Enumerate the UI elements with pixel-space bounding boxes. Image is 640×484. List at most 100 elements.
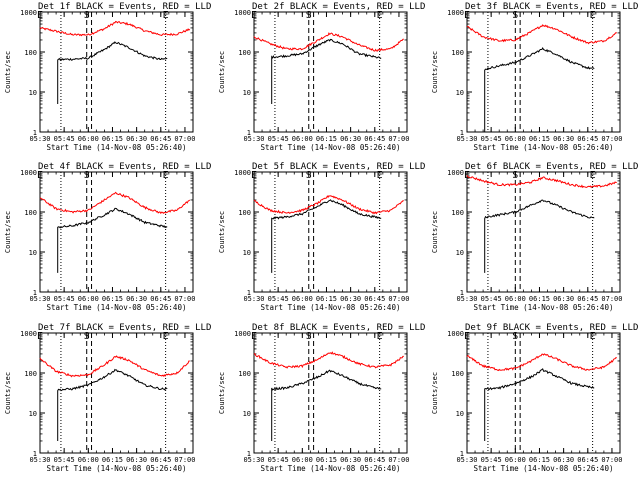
x-tick-label: 05:30	[456, 295, 477, 303]
y-tick-label: 1	[33, 289, 37, 297]
x-tick-label: 05:30	[29, 295, 50, 303]
lld-series-line	[39, 20, 191, 37]
y-tick-label: 1000	[234, 9, 251, 17]
events-series-line	[271, 199, 382, 273]
x-tick-label: 05:30	[243, 135, 264, 143]
plot-frame	[466, 11, 621, 133]
y-tick-label: 100	[451, 370, 464, 378]
x-tick-label: 06:30	[126, 456, 147, 464]
y-tick-label: 1000	[234, 330, 251, 338]
x-tick-label: 07:00	[174, 295, 195, 303]
y-tick-label: 10	[29, 410, 37, 418]
y-axis-label: Counts/sec	[431, 211, 439, 253]
x-axis-label: Start Time (14-Nov-08 05:26:40)	[474, 143, 614, 152]
x-tick-label: 07:00	[601, 295, 622, 303]
x-tick-label: 07:00	[601, 456, 622, 464]
x-tick-label: 06:30	[126, 295, 147, 303]
y-tick-label: 1000	[447, 169, 464, 177]
y-axis-label: Counts/sec	[218, 51, 226, 93]
eclipse-marker-label: E	[590, 170, 596, 181]
x-tick-label: 06:45	[577, 456, 598, 464]
x-axis-label: Start Time (14-Nov-08 05:26:40)	[47, 464, 187, 473]
detector-panel: Det 2f BLACK = Events, RED = LLD Counts/s…	[218, 2, 425, 152]
x-tick-label: 07:00	[388, 295, 409, 303]
x-tick-label: 06:30	[553, 135, 574, 143]
x-tick-label: 07:00	[388, 456, 409, 464]
lld-series-line	[39, 191, 191, 215]
x-tick-label: 05:30	[243, 456, 264, 464]
y-tick-label: 1	[247, 129, 251, 137]
y-tick-label: 1	[247, 289, 251, 297]
x-tick-label: 06:15	[102, 456, 123, 464]
x-tick-label: 05:45	[481, 456, 502, 464]
y-tick-label: 1	[33, 450, 37, 458]
panel-title: Det 7f BLACK = Events, RED = LLD	[38, 323, 211, 333]
y-tick-label: 1000	[20, 9, 37, 17]
panel-title: Det 5f BLACK = Events, RED = LLD	[252, 162, 425, 172]
eclipse-marker-label: E	[251, 10, 257, 21]
x-tick-label: 06:45	[364, 295, 385, 303]
y-tick-label: 1000	[447, 330, 464, 338]
x-tick-label: 07:00	[174, 456, 195, 464]
x-tick-label: 05:30	[456, 456, 477, 464]
x-tick-label: 06:15	[316, 135, 337, 143]
eclipse-marker-label: E	[377, 10, 383, 21]
y-tick-label: 1	[460, 129, 464, 137]
y-tick-label: 10	[29, 89, 37, 97]
eclipse-marker-label: E	[163, 170, 169, 181]
detector-panel: Det 7f BLACK = Events, RED = LLD Counts/s…	[4, 323, 211, 473]
y-tick-label: 1	[460, 289, 464, 297]
lld-series-line	[253, 195, 404, 215]
y-tick-label: 1000	[234, 169, 251, 177]
events-series-line	[271, 38, 382, 104]
x-tick-label: 06:00	[505, 456, 526, 464]
x-tick-label: 06:45	[364, 135, 385, 143]
plot-frame	[253, 332, 408, 454]
eclipse-marker-label: E	[251, 331, 257, 342]
saa-marker-label: S	[512, 170, 518, 181]
x-tick-label: 07:00	[601, 135, 622, 143]
detector-panel: Det 4f BLACK = Events, RED = LLD Counts/s…	[4, 162, 211, 312]
saa-marker-label: S	[512, 10, 518, 21]
y-tick-label: 1	[33, 129, 37, 137]
detector-panel: Det 9f BLACK = Events, RED = LLD Counts/s…	[431, 323, 638, 473]
panel-title: Det 2f BLACK = Events, RED = LLD	[252, 2, 425, 12]
x-axis-label: Start Time (14-Nov-08 05:26:40)	[261, 464, 401, 473]
y-tick-label: 1	[247, 450, 251, 458]
x-tick-label: 07:00	[174, 135, 195, 143]
x-tick-label: 05:45	[481, 135, 502, 143]
x-tick-label: 05:45	[268, 135, 289, 143]
lld-series-line	[253, 351, 404, 369]
eclipse-marker-label: E	[163, 331, 169, 342]
lld-series-line	[253, 32, 404, 52]
saa-marker-label: S	[84, 331, 90, 342]
plot-frame	[466, 332, 621, 454]
x-tick-label: 06:15	[316, 456, 337, 464]
x-tick-label: 06:00	[292, 135, 313, 143]
saa-marker-label: S	[306, 10, 312, 21]
x-tick-label: 06:15	[102, 135, 123, 143]
y-axis-label: Counts/sec	[4, 51, 12, 93]
plot-frame	[253, 171, 408, 293]
x-tick-label: 06:00	[505, 135, 526, 143]
y-tick-label: 10	[243, 89, 251, 97]
x-tick-label: 06:45	[150, 295, 171, 303]
detector-panel: Det 5f BLACK = Events, RED = LLD Counts/s…	[218, 162, 425, 312]
y-tick-label: 10	[29, 249, 37, 257]
lld-series-line	[39, 355, 190, 378]
events-series-line	[57, 41, 168, 104]
saa-marker-label: S	[306, 170, 312, 181]
eclipse-marker-label: E	[37, 10, 43, 21]
panel-title: Det 4f BLACK = Events, RED = LLD	[38, 162, 211, 172]
x-tick-label: 06:15	[529, 456, 550, 464]
y-tick-label: 100	[238, 370, 251, 378]
y-tick-label: 100	[451, 209, 464, 217]
x-tick-label: 06:30	[340, 295, 361, 303]
x-tick-label: 07:00	[388, 135, 409, 143]
y-tick-label: 100	[24, 49, 37, 57]
eclipse-marker-label: E	[464, 10, 470, 21]
events-series-line	[57, 368, 168, 441]
saa-marker-label: S	[84, 10, 90, 21]
